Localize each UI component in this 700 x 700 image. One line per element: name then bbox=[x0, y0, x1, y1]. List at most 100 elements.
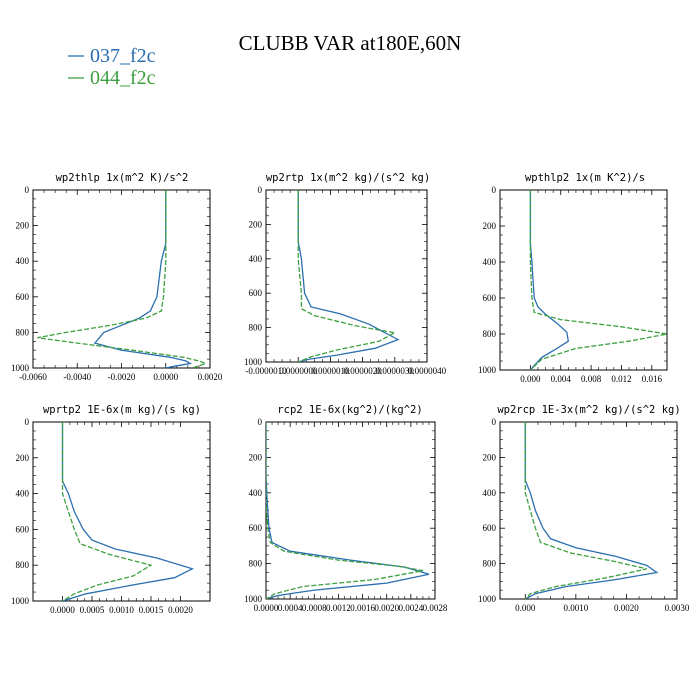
panel-4-ytick-label-0: 0 bbox=[25, 417, 30, 427]
panel-1-ytick-label-2: 400 bbox=[16, 256, 30, 266]
legend-label-2: 044_f2c bbox=[90, 67, 156, 89]
panel-5-ytick-label-0: 0 bbox=[258, 417, 263, 427]
panel-3-ytick-label-0: 0 bbox=[492, 185, 497, 195]
panel-5-xtick-label-0: 0.0000 bbox=[254, 603, 279, 613]
panel-6-ytick-label-5: 1000 bbox=[478, 594, 497, 604]
panel-6-xtick-label-2: 0.0020 bbox=[614, 603, 639, 613]
panel-3-ytick-label-4: 800 bbox=[483, 329, 497, 339]
panel-1-series-2-line bbox=[37, 190, 208, 368]
panel-6-xtick-label-3: 0.0030 bbox=[665, 603, 690, 613]
panel-2-title: wp2rtp 1x(m^2 kg)/(s^2 kg) bbox=[266, 172, 430, 184]
panel-6-series-1-line bbox=[524, 422, 659, 599]
panel-3-ytick-label-2: 400 bbox=[483, 257, 497, 267]
panel-2-series-1-line bbox=[297, 190, 400, 362]
panel-5-ytick-label-2: 400 bbox=[249, 488, 263, 498]
panel-4-series-1-line bbox=[61, 422, 195, 601]
panel-1-xtick-label-2: -0.0020 bbox=[108, 372, 136, 382]
panel-3-title: wpthlp2 1x(m K^2)/s bbox=[525, 172, 645, 184]
panel-5-xtick-label-5: 0.0020 bbox=[374, 603, 399, 613]
panel-3-xtick-label-3: 0.012 bbox=[611, 374, 631, 384]
panel-6: wp2rcp 1E-3x(m^2 kg)/(s^2 kg)0 200 400 600 8… bbox=[478, 404, 690, 613]
panel-5-ytick-label-5: 1000 bbox=[244, 594, 263, 604]
panel-5-xtick-label-7: 0.0028 bbox=[423, 603, 448, 613]
panel-2-series-2-line bbox=[297, 190, 397, 362]
panel-4-xtick-label-0: 0.0000 bbox=[50, 605, 75, 615]
panel-5-xtick-label-3: 0.0012 bbox=[326, 603, 351, 613]
panel-3-ytick-label-5: 1000 bbox=[478, 365, 497, 375]
panel-5-ytick-label-3: 600 bbox=[249, 523, 263, 533]
panel-5-series-2-line bbox=[266, 422, 424, 599]
panel-1-ytick-label-1: 200 bbox=[16, 221, 30, 231]
panel-6-title: wp2rcp 1E-3x(m^2 kg)/(s^2 kg) bbox=[497, 404, 680, 416]
panel-1-xtick-label-3: 0.0000 bbox=[153, 372, 178, 382]
panel-1-ytick-label-5: 1000 bbox=[11, 363, 30, 373]
panel-4-xtick-label-3: 0.0015 bbox=[139, 605, 164, 615]
panel-5-xtick-label-4: 0.0016 bbox=[350, 603, 375, 613]
panel-2-ytick-label-1: 200 bbox=[249, 219, 263, 229]
panel-6-series-2-line bbox=[524, 422, 647, 599]
panel-3-ytick-label-1: 200 bbox=[483, 221, 497, 231]
panel-5-xtick-label-1: 0.0004 bbox=[278, 603, 303, 613]
panel-5-ytick-label-4: 800 bbox=[249, 559, 263, 569]
panel-3-series-2-line bbox=[529, 190, 667, 370]
panel-1-xtick-label-4: 0.0020 bbox=[198, 372, 223, 382]
panel-3-frame bbox=[499, 189, 668, 371]
panel-1-title: wp2thlp 1x(m^2 K)/s^2 bbox=[56, 172, 189, 184]
panel-2: wp2rtp 1x(m^2 kg)/(s^2 kg)0 200 400 600 800 1… bbox=[244, 172, 447, 376]
legend-label-1: 037_f2c bbox=[90, 45, 156, 67]
panel-6-xtick-label-0: 0.000 bbox=[515, 603, 536, 613]
panel-4-xtick-label-4: 0.0020 bbox=[168, 605, 193, 615]
panel-3-xtick-label-0: 0.000 bbox=[520, 374, 541, 384]
panel-2-xtick-label-1: 0.0000000 bbox=[279, 366, 318, 376]
panel-2-ytick-label-0: 0 bbox=[258, 185, 263, 195]
panel-5-title: rcp2 1E-6x(kg^2)/(kg^2) bbox=[277, 404, 422, 416]
panel-4-xtick-label-1: 0.0005 bbox=[80, 605, 105, 615]
panel-1-ytick-label-4: 800 bbox=[16, 327, 30, 337]
panel-2-frame bbox=[265, 189, 428, 363]
panel-4-frame bbox=[32, 421, 211, 602]
panel-6-ytick-label-4: 800 bbox=[483, 559, 497, 569]
panel-3-xtick-label-1: 0.004 bbox=[551, 374, 572, 384]
panel-3-xtick-label-4: 0.016 bbox=[642, 374, 663, 384]
panel-2-xtick-label-3: 0.0000020 bbox=[343, 366, 382, 376]
panel-4-xtick-label-2: 0.0010 bbox=[109, 605, 134, 615]
figure-title: CLUBB VAR at180E,60N bbox=[239, 31, 462, 55]
panel-4-series-2-line bbox=[61, 422, 153, 601]
panel-6-frame bbox=[499, 421, 678, 600]
panel-2-xtick-label-5: 0.0000040 bbox=[408, 366, 447, 376]
panel-4-ytick-label-4: 800 bbox=[16, 560, 30, 570]
panel-1-ytick-label-0: 0 bbox=[25, 185, 30, 195]
panel-3-ytick-label-3: 600 bbox=[483, 293, 497, 303]
panel-5-xtick-label-6: 0.0024 bbox=[398, 603, 423, 613]
panel-4-ytick-label-5: 1000 bbox=[11, 596, 30, 606]
panel-4-ytick-label-1: 200 bbox=[16, 453, 30, 463]
panel-2-ytick-label-4: 800 bbox=[249, 323, 263, 333]
panel-4: wprtp2 1E-6x(m kg)/(s kg) 0 200 400 600 800 10… bbox=[11, 404, 211, 615]
panel-4-title: wprtp2 1E-6x(m kg)/(s kg) bbox=[43, 404, 201, 416]
panel-1: wp2thlp 1x(m^2 K)/s^202004006008001000-0… bbox=[11, 172, 223, 382]
panel-5-xtick-label-2: 0.0008 bbox=[302, 603, 327, 613]
panel-1-series-1-line bbox=[93, 190, 192, 368]
panel-1-xtick-label-0: -0.0060 bbox=[19, 372, 47, 382]
panel-6-ytick-label-0: 0 bbox=[492, 417, 497, 427]
panels: wp2thlp 1x(m^2 K)/s^202004006008001000-0… bbox=[11, 172, 690, 615]
panel-1-ytick-label-3: 600 bbox=[16, 292, 30, 302]
panel-3: wpthlp2 1x(m K^2)/s 0 200 400 600 800 1000 0.00… bbox=[478, 172, 668, 384]
panel-3-xtick-label-2: 0.008 bbox=[581, 374, 602, 384]
panel-2-ytick-label-5: 1000 bbox=[244, 357, 263, 367]
panel-4-ytick-label-3: 600 bbox=[16, 524, 30, 534]
panel-5-ytick-label-1: 200 bbox=[249, 452, 263, 462]
panel-5-frame bbox=[265, 421, 436, 600]
panel-2-xtick-label-0: -0.0000010 bbox=[245, 366, 287, 376]
panel-2-ytick-label-3: 600 bbox=[249, 288, 263, 298]
panel-3-series-1-line bbox=[529, 190, 570, 370]
panel-1-xtick-label-1: -0.0040 bbox=[63, 372, 91, 382]
panel-5: rcp2 1E-6x(kg^2)/(kg^2) 0 200 400 600 800 1000… bbox=[244, 404, 448, 613]
panel-4-ytick-label-2: 400 bbox=[16, 489, 30, 499]
panel-5-series-1-line bbox=[266, 422, 430, 599]
panel-6-ytick-label-1: 200 bbox=[483, 452, 497, 462]
panel-6-xtick-label-1: 0.0010 bbox=[563, 603, 588, 613]
panel-2-xtick-label-2: 0.0000010 bbox=[311, 366, 350, 376]
